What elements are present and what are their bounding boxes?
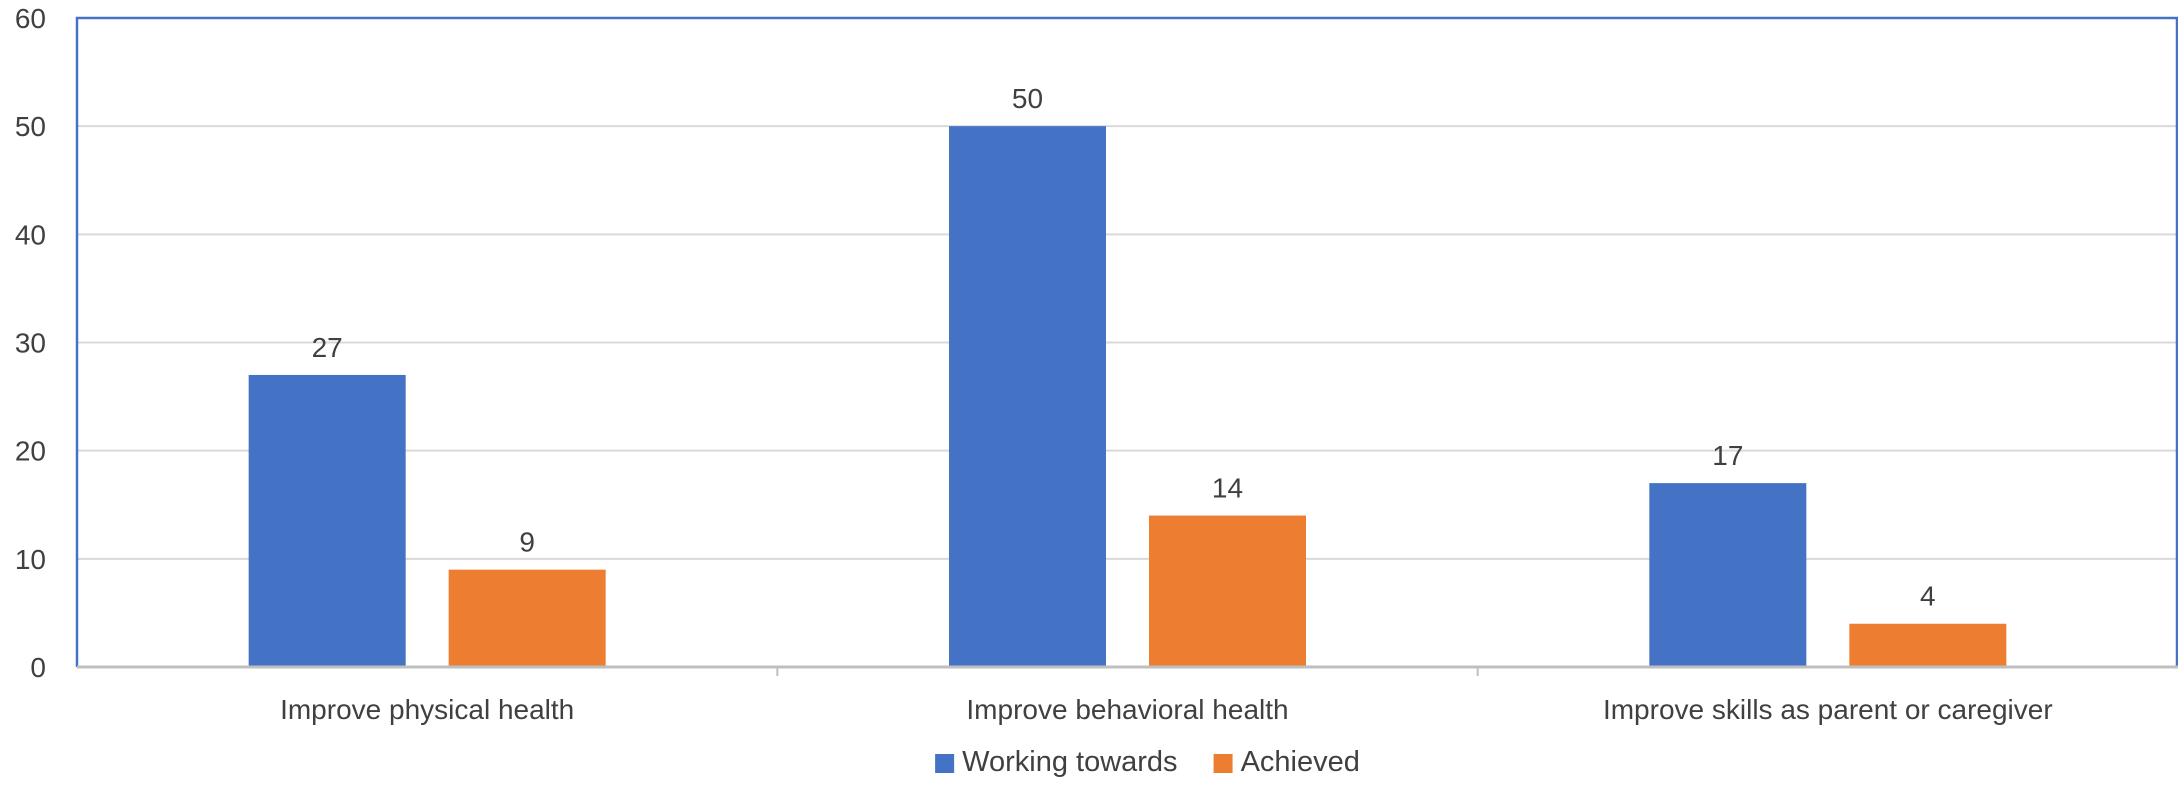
gridlines [77,125,2178,560]
plot-area-border [75,16,2178,667]
legend-label: Achieved [1241,746,1360,778]
y-tick-label: 60 [15,3,46,34]
bars [248,126,2007,667]
legend: Working towards Achieved [935,746,1360,778]
bar-working-towards [949,126,1106,667]
y-tick-label: 0 [30,652,46,683]
x-category-label: Improve behavioral health [966,694,1288,725]
x-axis-category-labels: Improve physical health Improve behaviora… [280,694,2053,725]
legend-item: Achieved [1213,746,1360,778]
bar-working-towards [248,374,406,667]
data-label: 14 [1212,473,1243,504]
data-label: 9 [519,527,535,558]
data-label: 17 [1712,440,1743,471]
bar-achieved [448,569,606,667]
legend-label: Working towards [962,746,1177,778]
x-category-label: Improve skills as parent or caregiver [1603,694,2053,725]
data-labels: 27 9 50 14 17 4 [312,83,1936,612]
y-tick-label: 40 [15,219,46,250]
data-label: 27 [312,332,343,363]
legend-item: Working towards [935,746,1178,778]
bar-achieved [1149,515,1306,667]
data-label: 4 [1920,581,1936,612]
legend-swatch [935,754,955,773]
x-category-label: Improve physical health [280,694,574,725]
x-axis [75,16,2178,676]
data-label: 50 [1012,83,1043,114]
y-axis-tick-labels: 0 10 20 30 40 50 60 [15,3,46,683]
bar-working-towards [1649,483,1807,667]
y-tick-label: 10 [15,544,46,575]
y-tick-label: 50 [15,111,46,142]
y-tick-label: 30 [15,328,46,359]
y-tick-label: 20 [15,436,46,467]
legend-swatch [1213,754,1233,773]
bar-achieved [1849,623,2007,667]
